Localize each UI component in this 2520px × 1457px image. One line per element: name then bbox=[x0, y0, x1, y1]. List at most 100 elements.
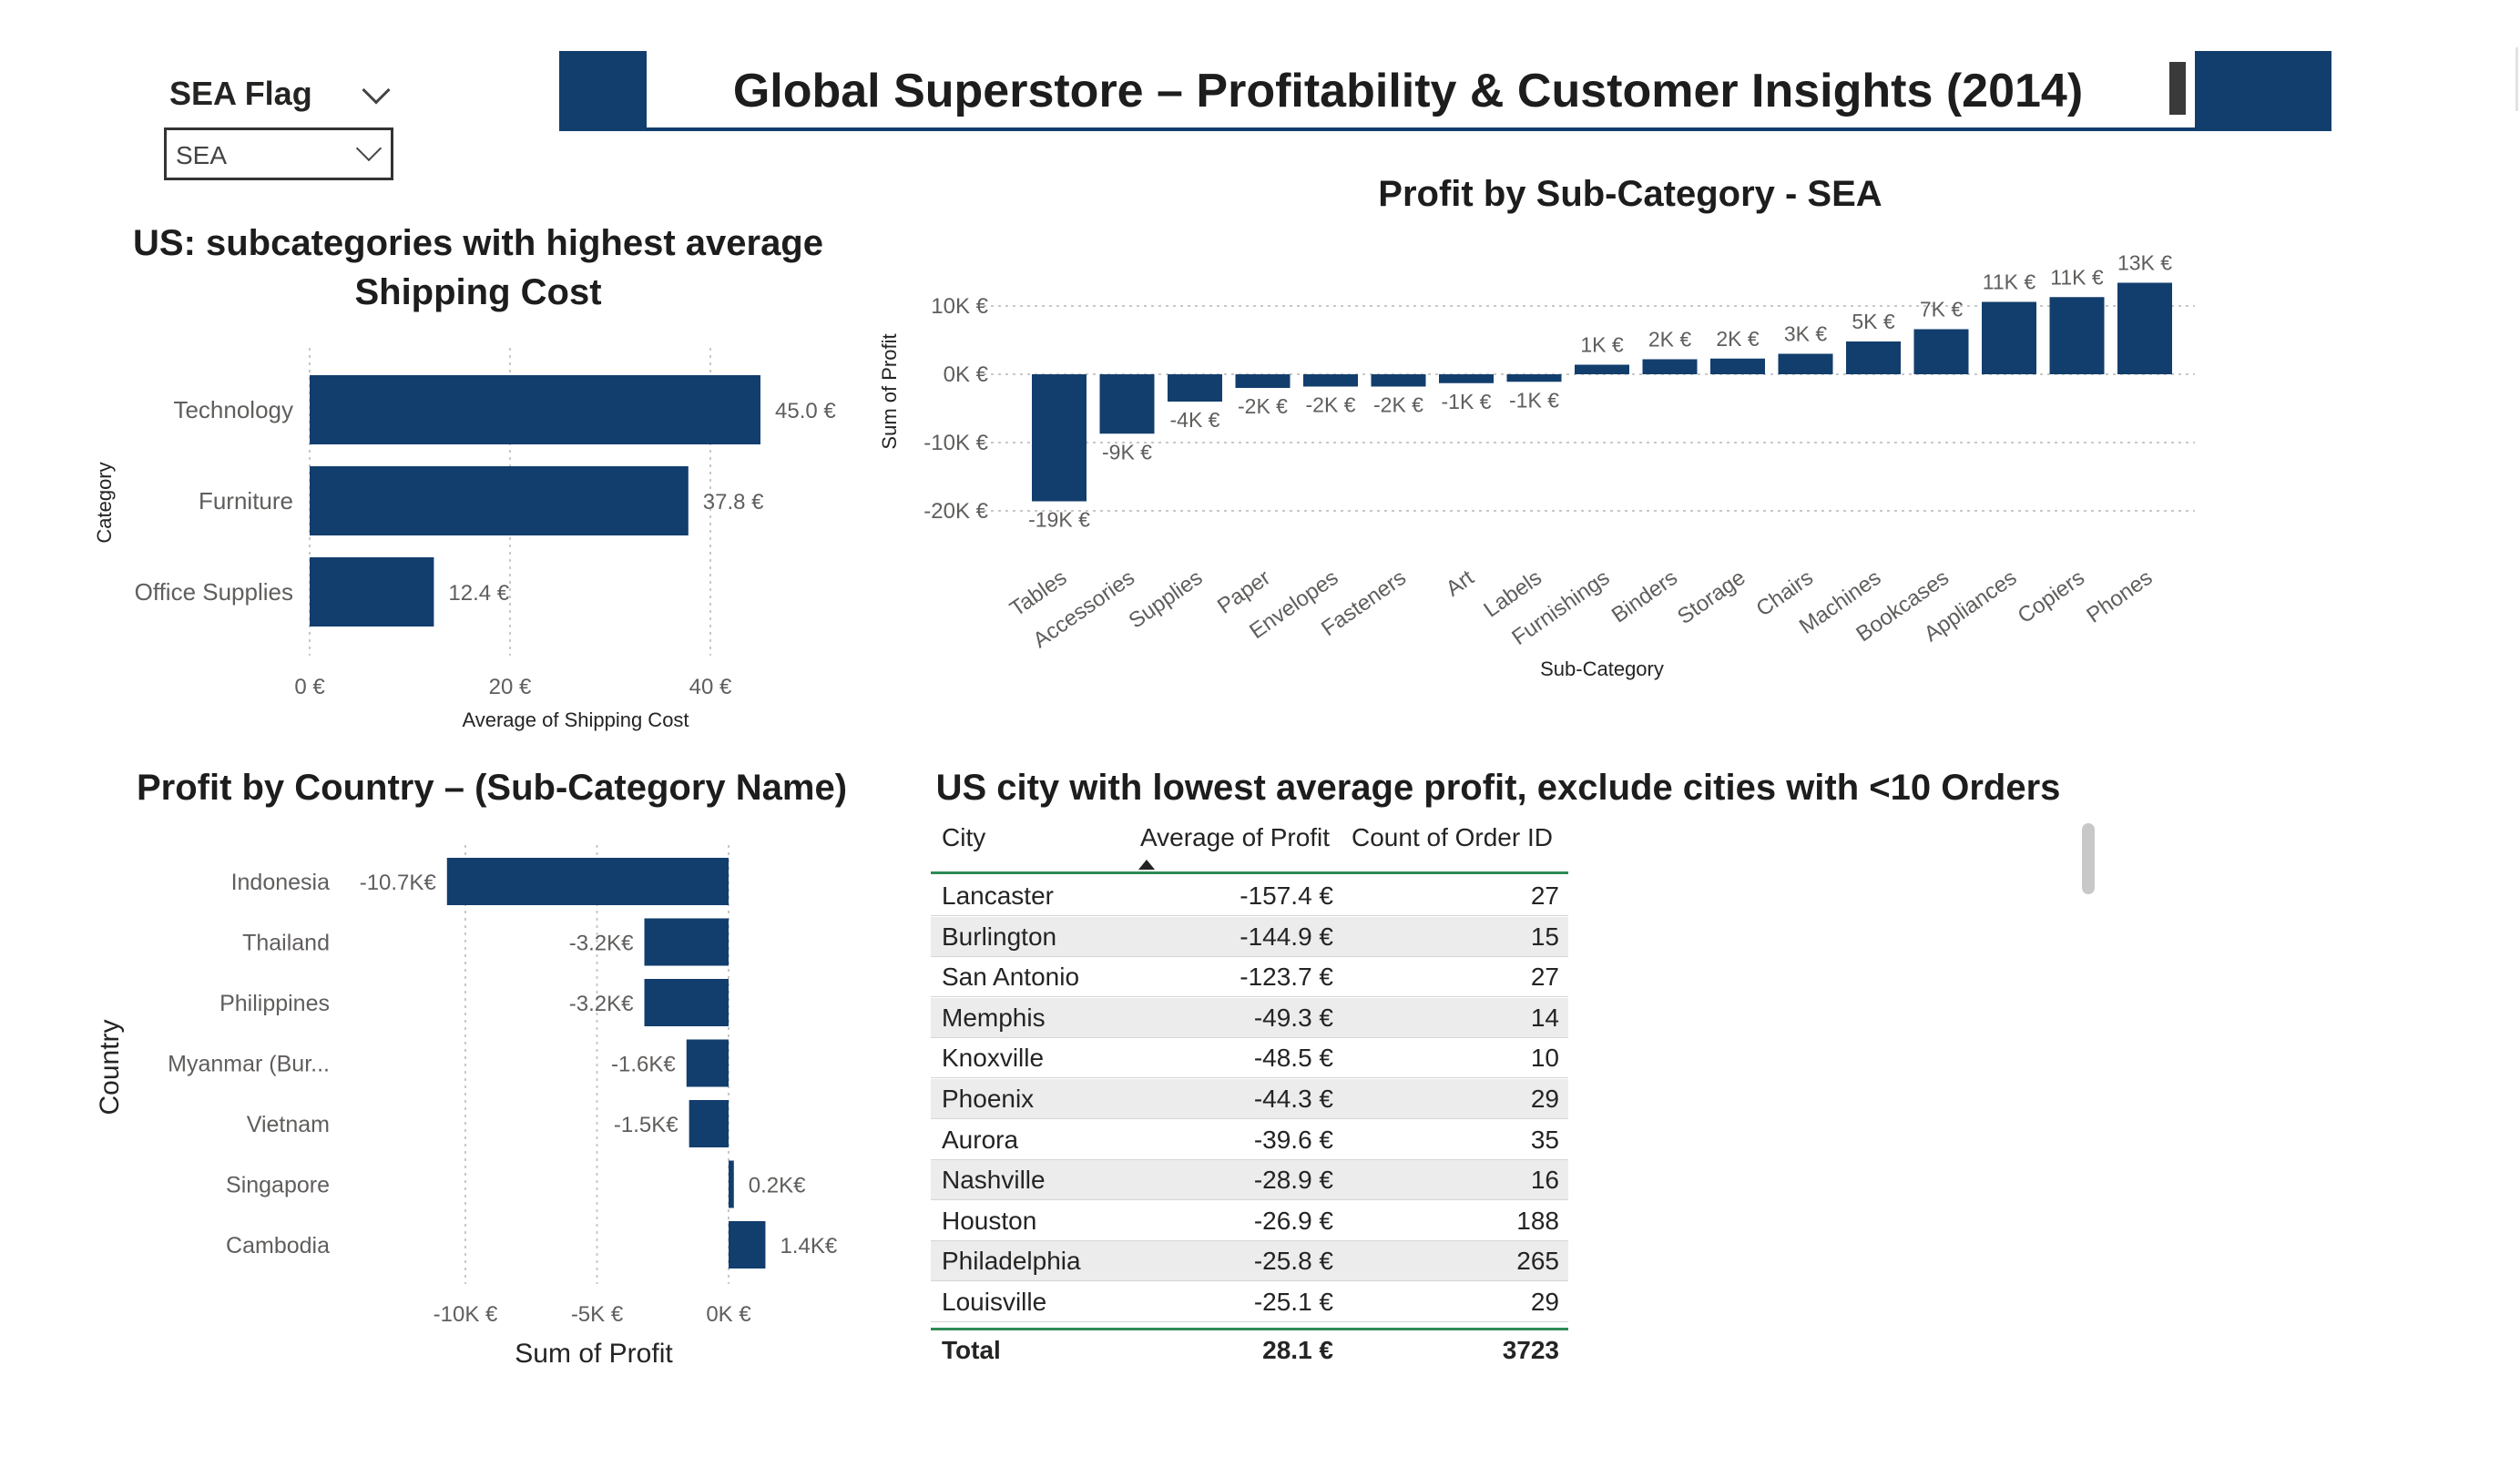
subcategory-profit-chart: -19K € -9K € -4K € -2K € -2K € -2K € -1K € -1K … bbox=[878, 251, 2195, 680]
bar[interactable] bbox=[2117, 282, 2172, 375]
column-header-city[interactable]: City bbox=[942, 823, 986, 851]
category-label: Furniture bbox=[199, 487, 293, 515]
data-label: -1K € bbox=[1509, 388, 1559, 412]
bar[interactable] bbox=[310, 557, 434, 627]
data-label: 2K € bbox=[1716, 327, 1760, 351]
category-label: Indonesia bbox=[231, 870, 331, 895]
country-profit-chart: Indonesia Thailand Philippines Myanmar (Bur… bbox=[95, 845, 838, 1369]
x-tick-label: 0K € bbox=[706, 1302, 751, 1327]
cell-avg-profit: -44.3 € bbox=[1253, 1085, 1333, 1113]
bar[interactable] bbox=[446, 858, 729, 905]
x-tick-label: 40 € bbox=[689, 675, 732, 699]
bar[interactable] bbox=[689, 1100, 729, 1147]
bar[interactable] bbox=[644, 918, 729, 966]
city-table: City Average of Profit Count of Order ID… bbox=[931, 818, 1568, 1373]
data-label: 11K € bbox=[1983, 270, 2036, 294]
table-scrollbar-thumb[interactable] bbox=[2082, 823, 2095, 894]
slicer-dropdown[interactable]: SEA bbox=[164, 127, 393, 180]
column-header-order-count[interactable]: Count of Order ID bbox=[1352, 823, 1553, 851]
sea-flag-slicer: SEA Flag SEA bbox=[164, 64, 401, 182]
bar[interactable] bbox=[644, 979, 729, 1026]
y-tick-label: -10K € bbox=[923, 431, 988, 455]
y-axis-title: Category bbox=[93, 462, 116, 543]
cell-order-count: 29 bbox=[1530, 1085, 1559, 1113]
category-label: Vietnam bbox=[247, 1112, 330, 1137]
cell-order-count: 29 bbox=[1530, 1288, 1559, 1316]
category-label: Myanmar (Bur... bbox=[168, 1052, 330, 1077]
bar[interactable] bbox=[1506, 374, 1562, 382]
bar[interactable] bbox=[1778, 353, 1833, 375]
bar[interactable] bbox=[1303, 374, 1358, 387]
x-axis-title: Sub-Category bbox=[1540, 657, 1664, 680]
bar[interactable] bbox=[1371, 374, 1426, 387]
bar[interactable] bbox=[1913, 329, 1969, 375]
category-label: Supplies bbox=[1125, 565, 1208, 634]
cell-avg-profit: -25.8 € bbox=[1253, 1247, 1333, 1276]
banner-left-block bbox=[559, 51, 647, 131]
bar[interactable] bbox=[1710, 358, 1765, 374]
chevron-down-icon bbox=[355, 135, 383, 162]
y-axis-title: Country bbox=[95, 1019, 125, 1115]
chevron-down-icon[interactable] bbox=[362, 76, 391, 105]
bar[interactable] bbox=[729, 1221, 766, 1269]
page-title: Global Superstore – Profitability & Cust… bbox=[732, 65, 2084, 117]
bar[interactable] bbox=[1099, 374, 1155, 434]
slicer-selected-value: SEA bbox=[176, 141, 228, 169]
banner-right-block bbox=[2195, 51, 2331, 131]
banner-underline bbox=[559, 127, 2331, 131]
country-chart-title: Profit by Country – (Sub-Category Name) bbox=[136, 768, 848, 808]
data-label: 11K € bbox=[2050, 265, 2104, 289]
shipping-chart-title: US: subcategories with highest average S… bbox=[109, 219, 847, 317]
table-row[interactable]: Lancaster -157.4 € 27 bbox=[931, 876, 1568, 916]
bar[interactable] bbox=[1642, 359, 1698, 375]
table-row[interactable]: Philadelphia -25.8 € 265 bbox=[931, 1241, 1568, 1282]
bar[interactable] bbox=[1575, 364, 1629, 375]
data-label: 3K € bbox=[1784, 322, 1828, 346]
table-row[interactable]: Louisville -25.1 € 29 bbox=[931, 1282, 1568, 1322]
bar[interactable] bbox=[1439, 374, 1494, 383]
bar[interactable] bbox=[686, 1039, 729, 1087]
column-header-avg-profit[interactable]: Average of Profit bbox=[1140, 823, 1331, 851]
shipping-title-line2: Shipping Cost bbox=[354, 272, 602, 312]
bar[interactable] bbox=[2049, 297, 2105, 374]
table-total-row: Total 28.1 € 3723 bbox=[931, 1328, 1568, 1373]
x-axis-title: Average of Shipping Cost bbox=[462, 708, 689, 731]
cell-city: San Antonio bbox=[942, 963, 1080, 992]
city-table-title: US city with lowest average profit, excl… bbox=[935, 768, 2061, 808]
bar[interactable] bbox=[1846, 341, 1901, 374]
data-label: 7K € bbox=[1920, 298, 1964, 321]
table-row[interactable]: Memphis -49.3 € 14 bbox=[931, 997, 1568, 1038]
bar[interactable] bbox=[310, 466, 689, 535]
data-label: 12.4 € bbox=[448, 581, 509, 606]
table-row[interactable]: Nashville -28.9 € 16 bbox=[931, 1160, 1568, 1201]
category-label: Singapore bbox=[226, 1173, 330, 1198]
data-label: 37.8 € bbox=[703, 490, 764, 515]
table-row[interactable]: Aurora -39.6 € 35 bbox=[931, 1120, 1568, 1160]
cell-avg-profit: -28.9 € bbox=[1253, 1166, 1333, 1195]
bar[interactable] bbox=[729, 1160, 734, 1208]
table-row[interactable]: Knoxville -48.5 € 10 bbox=[931, 1038, 1568, 1079]
bar[interactable] bbox=[310, 375, 760, 444]
data-label: 13K € bbox=[2117, 251, 2172, 275]
cell-avg-profit: -25.1 € bbox=[1253, 1288, 1333, 1316]
data-label: -2K € bbox=[1306, 393, 1356, 417]
cell-avg-profit: -157.4 € bbox=[1240, 881, 1333, 910]
shipping-cost-chart: Technology Furniture Office Supplies 45.0 … bbox=[93, 348, 836, 731]
sort-ascending-icon[interactable] bbox=[1138, 860, 1155, 870]
table-row[interactable]: Houston -26.9 € 188 bbox=[931, 1201, 1568, 1241]
subcategory-chart-title: Profit by Sub-Category - SEA bbox=[1378, 174, 1882, 214]
bar[interactable] bbox=[1168, 374, 1222, 402]
cell-order-count: 27 bbox=[1530, 881, 1559, 910]
bar[interactable] bbox=[1982, 301, 2036, 375]
data-label: -10.7K€ bbox=[360, 871, 437, 895]
data-label: 45.0 € bbox=[775, 399, 836, 423]
table-row[interactable]: San Antonio -123.7 € 27 bbox=[931, 957, 1568, 998]
table-row[interactable]: Phoenix -44.3 € 29 bbox=[931, 1079, 1568, 1119]
bar[interactable] bbox=[1032, 374, 1087, 502]
table-row[interactable]: Burlington -144.9 € 15 bbox=[931, 916, 1568, 957]
y-tick-label: 10K € bbox=[931, 294, 988, 319]
x-tick-label: -5K € bbox=[571, 1302, 624, 1327]
bar[interactable] bbox=[1235, 374, 1291, 388]
cell-order-count: 16 bbox=[1530, 1166, 1559, 1195]
data-label: 1K € bbox=[1580, 333, 1624, 357]
